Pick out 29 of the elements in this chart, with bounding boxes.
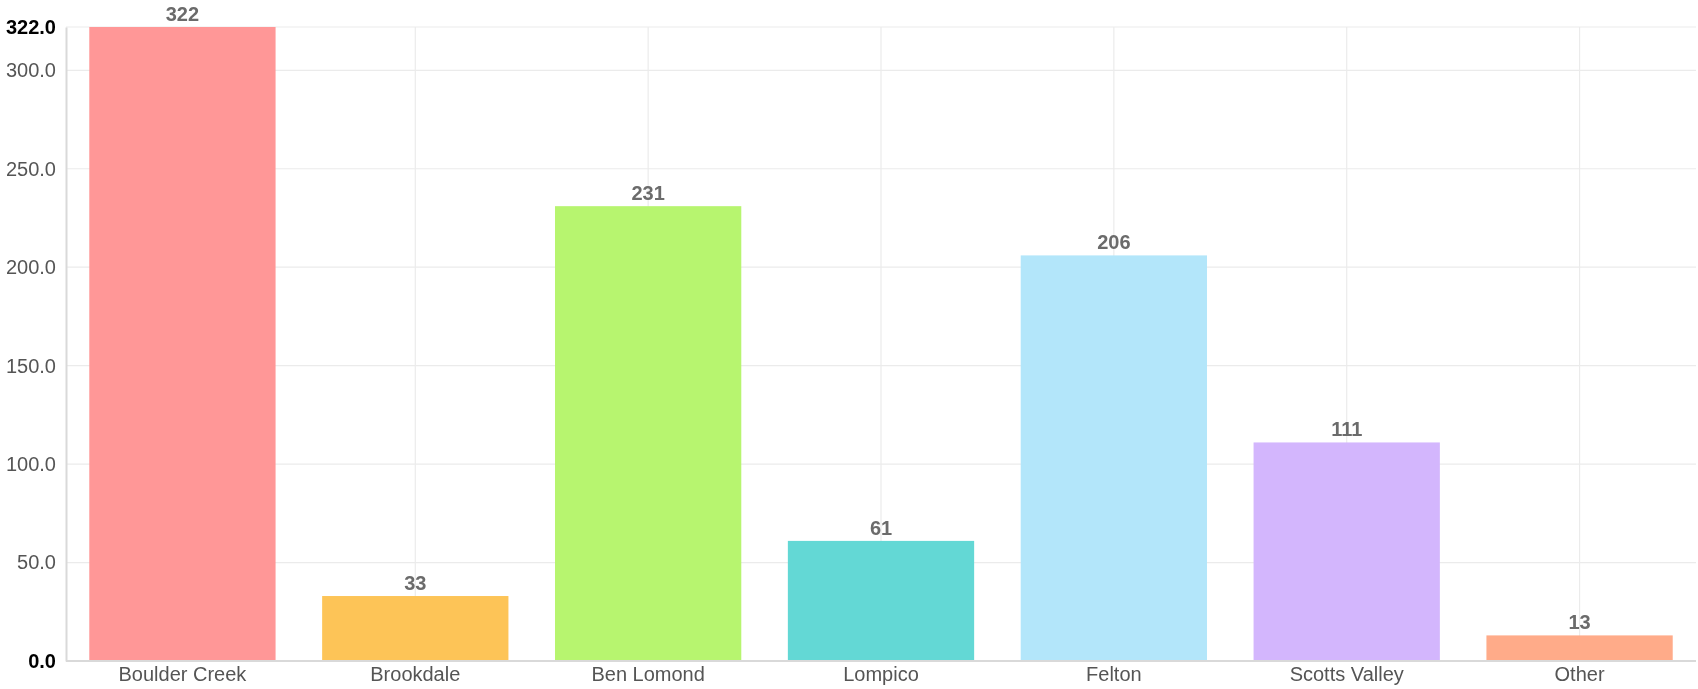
- data-label: 231: [631, 182, 665, 205]
- x-tick-label: Scotts Valley: [1289, 663, 1404, 686]
- bar: [322, 596, 509, 661]
- x-tick-label: Boulder Creek: [118, 663, 248, 686]
- bar: [1253, 442, 1440, 661]
- bar: [1486, 635, 1673, 661]
- bar: [787, 540, 975, 661]
- x-tick-label: Other: [1554, 663, 1605, 686]
- data-label: 61: [869, 516, 893, 539]
- bar: [1020, 255, 1207, 661]
- y-tick-label: 100.0: [5, 453, 56, 476]
- data-label: 111: [1331, 418, 1363, 441]
- y-tick-label: 250.0: [5, 157, 56, 180]
- data-label: 33: [404, 572, 427, 595]
- x-tick-label: Brookdale: [370, 663, 461, 686]
- y-tick-label: 0.0: [28, 649, 56, 672]
- x-tick-label: Felton: [1086, 663, 1142, 686]
- y-tick-label: 200.0: [5, 256, 56, 279]
- x-tick-label: Ben Lomond: [591, 663, 705, 686]
- y-tick-label: 50.0: [17, 551, 56, 574]
- y-tick-label: 300.0: [5, 59, 56, 82]
- x-tick-label: Lompico: [843, 663, 919, 686]
- data-label: 13: [1568, 611, 1591, 634]
- bar: [89, 27, 276, 661]
- y-tick-label: 150.0: [5, 354, 56, 377]
- data-label: 322: [165, 3, 200, 25]
- bar: [555, 206, 742, 661]
- y-tick-label: 322.0: [5, 15, 56, 38]
- data-label: 206: [1097, 231, 1131, 254]
